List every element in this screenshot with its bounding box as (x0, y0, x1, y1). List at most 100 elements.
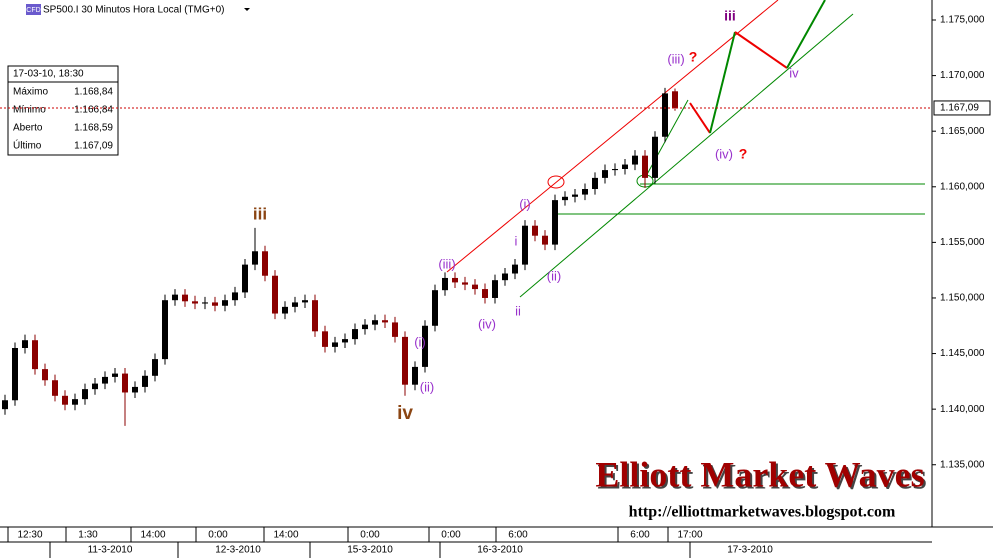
info-label: Aberto (13, 123, 43, 134)
wave-label: ? (689, 49, 698, 65)
candle-body (292, 302, 298, 307)
candle-body (342, 339, 348, 343)
x-tick-label: 6:00 (630, 530, 650, 541)
candle-body (82, 389, 88, 400)
candle-body (542, 235, 548, 245)
wave-label: iv (397, 403, 413, 424)
chart-title: SP500.I 30 Minutos Hora Local (TMG+0) (43, 5, 224, 16)
candle-body (182, 294, 188, 302)
candle-body (452, 277, 458, 283)
last-price-label: 1.167,09 (940, 103, 979, 114)
y-tick-label: 1.150,000 (940, 293, 985, 304)
wave-label: ? (739, 146, 748, 162)
y-tick-label: 1.170,000 (940, 70, 985, 81)
candle-body (2, 400, 8, 410)
info-value: 1.167,09 (74, 141, 113, 152)
x-tick-label: 1:30 (78, 530, 98, 541)
candle-body (562, 196, 568, 201)
candle-body (552, 200, 558, 245)
info-datetime: 17-03-10, 18:30 (13, 69, 84, 80)
date-tick-label: 15-3-2010 (347, 545, 393, 556)
candle-body (162, 300, 168, 360)
candle-body (372, 320, 378, 325)
info-box (7, 65, 119, 156)
date-tick-label: 11-3-2010 (88, 545, 133, 556)
candle-body (522, 225, 528, 265)
green-channel (519, 13, 854, 298)
x-tick-label: 17:00 (677, 530, 702, 541)
candle-body (192, 301, 198, 304)
candle-body (402, 336, 408, 385)
x-tick-label: 12:30 (17, 530, 42, 541)
candle-body (202, 302, 208, 304)
candle-body (462, 282, 468, 285)
candle-body (652, 136, 658, 178)
candle-body (232, 292, 238, 301)
wave-label: iv (789, 65, 799, 80)
candle-body (602, 170, 608, 178)
candle-body (312, 300, 318, 332)
candle-body (32, 340, 38, 370)
candle-body (392, 322, 398, 337)
projection (734, 31, 788, 69)
candle-body (102, 376, 108, 384)
projection (786, 0, 826, 69)
candle-body (672, 91, 678, 108)
candle-body (22, 340, 28, 348)
info-label: Máximo (13, 87, 48, 98)
red-channel (446, 0, 779, 273)
candle-body (252, 251, 258, 265)
candle-body (282, 306, 288, 314)
date-tick-label: 12-3-2010 (215, 545, 261, 556)
candle-body (152, 359, 158, 376)
plot (2, 87, 678, 426)
x-tick-label: 14:00 (273, 530, 298, 541)
candle-body (52, 380, 58, 396)
candle-body (592, 177, 598, 190)
candle-body (622, 164, 628, 169)
candle-body (432, 290, 438, 326)
x-tick-label: 0:00 (441, 530, 461, 541)
info-label: Mínimo (13, 105, 46, 116)
info-label: Último (13, 139, 42, 152)
wave-label: (iv) (715, 146, 733, 161)
date-tick-label: 17-3-2010 (727, 545, 773, 556)
wave-label: (i) (414, 334, 426, 349)
candle-body (492, 280, 498, 298)
info-value: 1.168,59 (74, 123, 113, 134)
y-tick-label: 1.145,000 (940, 348, 985, 359)
candle-body (122, 373, 128, 393)
candle-body (212, 302, 218, 306)
info-rows: Máximo 1.168,84 Mínimo 1.166,84 Aberto 1.168,… (13, 87, 113, 152)
candle-body (352, 329, 358, 340)
logo: Elliott Market Waves (595, 454, 924, 494)
wave-label: iii (724, 8, 736, 24)
y-tick-label: 1.175,000 (940, 15, 985, 26)
candle-body (382, 320, 388, 323)
wave-label: (ii) (420, 379, 434, 394)
candle-body (362, 324, 368, 330)
candle-body (62, 395, 68, 405)
x-tick-label: 0:00 (208, 530, 228, 541)
date-tick-label: 16-3-2010 (477, 545, 523, 556)
candle-body (322, 331, 328, 347)
wave-label: (ii) (547, 268, 561, 283)
y-tick-label: 1.140,000 (940, 404, 985, 415)
dropdown-arrow[interactable] (244, 8, 250, 11)
candle-body (332, 342, 338, 347)
badge-text: CFD (26, 7, 40, 14)
candle-body (582, 189, 588, 195)
candle-body (482, 289, 488, 298)
marker-ellipse (547, 175, 565, 189)
candle-body (472, 284, 478, 290)
candle-body (92, 383, 98, 390)
candle-body (142, 375, 148, 387)
wave-label: (iv) (478, 316, 496, 331)
candle-body (412, 366, 418, 385)
candle-body (502, 273, 508, 281)
candle-body (662, 93, 668, 137)
candle-body (262, 251, 268, 276)
x-tick-label: 0:00 (360, 530, 380, 541)
candle-body (72, 399, 78, 405)
